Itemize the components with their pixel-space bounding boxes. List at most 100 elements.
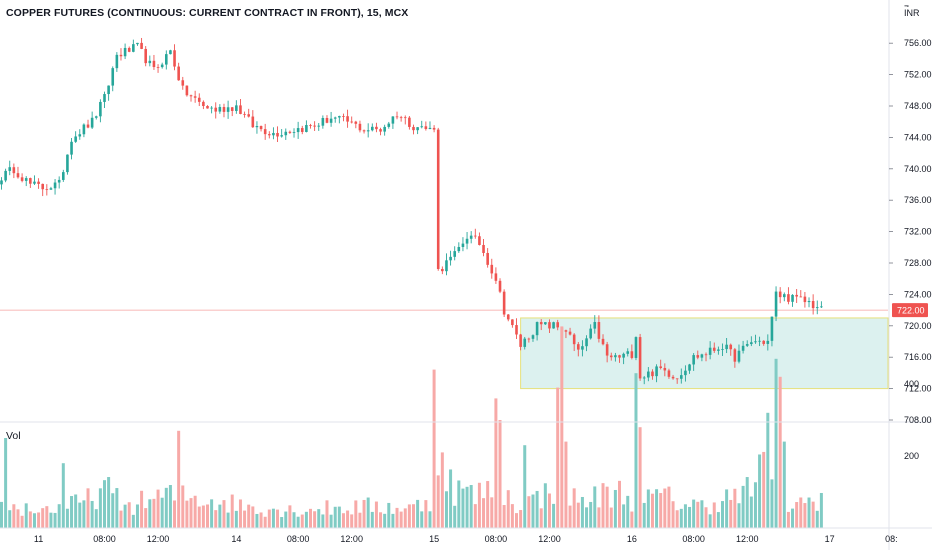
candle-body	[622, 353, 625, 358]
volume-bar	[683, 504, 687, 528]
candle	[132, 39, 135, 53]
candle-body	[90, 117, 94, 128]
candle-body	[107, 85, 110, 95]
volume-bar	[774, 358, 778, 528]
candle	[103, 91, 106, 108]
candle-body	[552, 322, 555, 329]
volume-bar	[366, 497, 370, 528]
candle	[634, 336, 638, 361]
candle-body	[165, 54, 168, 65]
candle-body	[280, 135, 283, 137]
candle-body	[597, 322, 601, 339]
time-tick-label: 08:00	[287, 534, 310, 544]
candle-body	[119, 54, 123, 57]
candle	[630, 344, 634, 360]
volume-bar	[461, 488, 465, 528]
candle-body	[53, 182, 57, 189]
candle	[766, 334, 770, 351]
candle-body	[230, 107, 234, 111]
candle-body	[453, 251, 456, 257]
volume-bar	[420, 511, 424, 528]
volume-bar	[4, 438, 8, 528]
candle	[99, 99, 102, 123]
volume-bar	[737, 503, 741, 528]
volume-bar	[428, 511, 432, 528]
candle	[626, 348, 630, 357]
volume-bar	[333, 506, 337, 528]
volume-bar	[589, 501, 593, 528]
candle-body	[309, 125, 312, 126]
volume-bar	[379, 512, 383, 528]
candle	[647, 367, 650, 382]
candle	[482, 239, 485, 257]
candle	[247, 108, 250, 118]
volume-bar	[502, 505, 506, 528]
volume-bar	[498, 420, 502, 528]
volume-bar	[309, 508, 312, 528]
candle	[362, 129, 366, 134]
candle	[140, 37, 143, 50]
volume-bar	[634, 373, 638, 528]
candle-body	[263, 129, 267, 135]
candle	[206, 105, 209, 109]
volume-bar	[506, 490, 510, 528]
candle-body	[729, 344, 733, 350]
candle	[815, 300, 819, 315]
candle-body	[474, 235, 477, 237]
candle-body	[428, 127, 432, 129]
candle-body	[272, 132, 275, 136]
volume-bar	[255, 513, 259, 528]
candle-body	[511, 319, 514, 326]
candle	[486, 248, 489, 268]
candle	[292, 128, 296, 138]
candle	[300, 125, 304, 135]
candle	[16, 166, 20, 179]
candle	[313, 121, 316, 131]
candle	[74, 131, 77, 143]
volume-bar	[688, 506, 692, 528]
volume-bar	[41, 508, 45, 528]
candle	[614, 352, 617, 362]
candle-body	[556, 322, 559, 328]
candle	[593, 315, 597, 334]
candle-body	[465, 238, 469, 244]
volume-bar	[152, 498, 156, 528]
volume-bar	[473, 504, 477, 528]
candle	[700, 353, 704, 362]
candle	[66, 154, 69, 175]
candle-body	[811, 301, 815, 309]
time-tick-label: 08:00	[682, 534, 705, 544]
candle	[589, 324, 592, 340]
volume-bar	[465, 486, 469, 528]
candle	[251, 110, 255, 128]
candle-body	[568, 331, 572, 335]
volume-bar	[292, 512, 296, 528]
volume-bar	[362, 499, 366, 528]
candle-body	[111, 68, 115, 86]
currency-label[interactable]: INR	[902, 7, 922, 19]
candles-layer	[0, 37, 823, 385]
candle	[465, 232, 469, 250]
candle	[82, 123, 86, 138]
candle	[441, 266, 444, 275]
volume-bar	[329, 514, 333, 528]
candle	[708, 341, 712, 360]
candle	[581, 340, 584, 357]
volume-bar	[103, 480, 106, 528]
candle-body	[515, 325, 518, 335]
candle	[0, 177, 3, 190]
candle-body	[799, 296, 803, 298]
candle-body	[820, 306, 823, 308]
candle-body	[218, 107, 222, 112]
candle-body	[750, 342, 753, 345]
candle-body	[593, 322, 597, 329]
volume-bar	[412, 504, 415, 528]
volume-bar	[140, 490, 144, 528]
candle-body	[733, 349, 737, 362]
candle	[107, 85, 110, 101]
candle-body	[585, 338, 588, 347]
candle-body	[82, 124, 86, 135]
candle-body	[539, 322, 543, 325]
volume-bar	[238, 499, 242, 528]
